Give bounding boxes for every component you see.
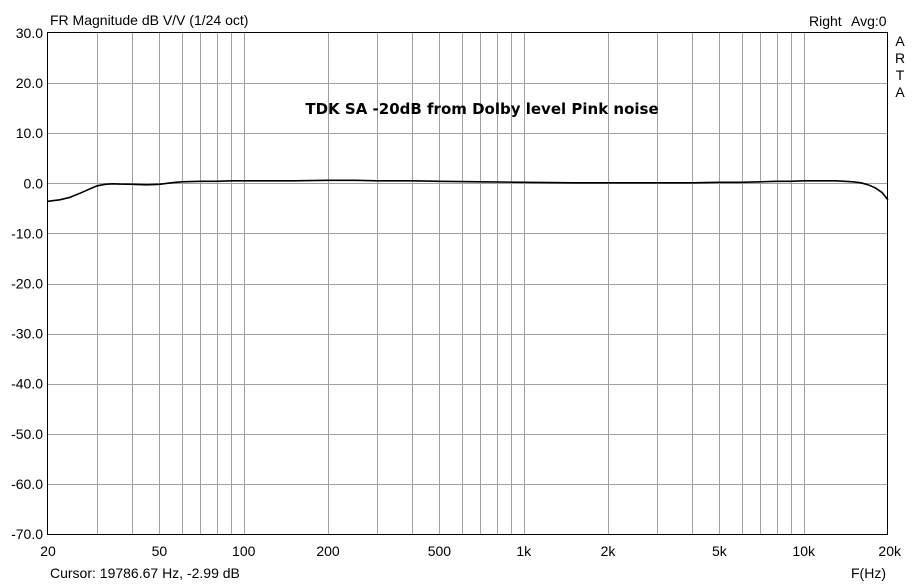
grid-layer [48,33,888,534]
y-tick-label: -20.0 [11,276,43,292]
arta-brand-letter: A [895,84,905,100]
y-tick-label: 10.0 [16,125,43,141]
x-axis-tick-labels: 20 50 100 200 500 1k 2k 5k 10k 20k [40,543,902,559]
y-tick-label: 30.0 [16,25,43,41]
x-tick-label: 100 [232,543,256,559]
y-tick-label: -40.0 [11,376,43,392]
y-tick-label: -10.0 [11,225,43,241]
arta-brand-letter: R [894,50,906,66]
x-tick-label: 1k [516,543,532,559]
x-tick-label: 20 [40,543,56,559]
y-tick-label: -50.0 [11,426,43,442]
arta-brand-letter: T [895,67,905,83]
frequency-response-trace [47,179,889,203]
averaging-label: Avg:0 [851,13,887,29]
channel-label: Right [809,13,842,29]
x-tick-label: 10k [792,543,816,559]
x-tick-label: 50 [152,543,168,559]
chart-title-bar-left: FR Magnitude dB V/V (1/24 oct) [50,12,249,28]
arta-brand-letter: A [895,33,905,49]
x-axis-label: F(Hz) [851,565,886,581]
x-tick-label: 20k [878,543,902,559]
y-tick-label: 0.0 [24,175,44,191]
cursor-readout: Cursor: 19786.67 Hz, -2.99 dB [50,565,240,581]
y-tick-label: -30.0 [11,326,43,342]
chart-title: TDK SA -20dB from Dolby level Pink noise [305,100,658,118]
y-tick-label: -60.0 [11,476,43,492]
y-tick-label: -70.0 [11,526,43,542]
y-axis-tick-labels: 30.0 20.0 10.0 0.0 -10.0 -20.0 -30.0 -40.0 -50.0… [11,25,43,542]
plot-frame [47,32,888,535]
x-tick-label: 2k [601,543,617,559]
trace-layer [47,179,889,203]
x-tick-label: 200 [316,543,340,559]
y-tick-label: 20.0 [16,75,43,91]
x-tick-label: 5k [712,543,728,559]
x-tick-label: 500 [428,543,452,559]
